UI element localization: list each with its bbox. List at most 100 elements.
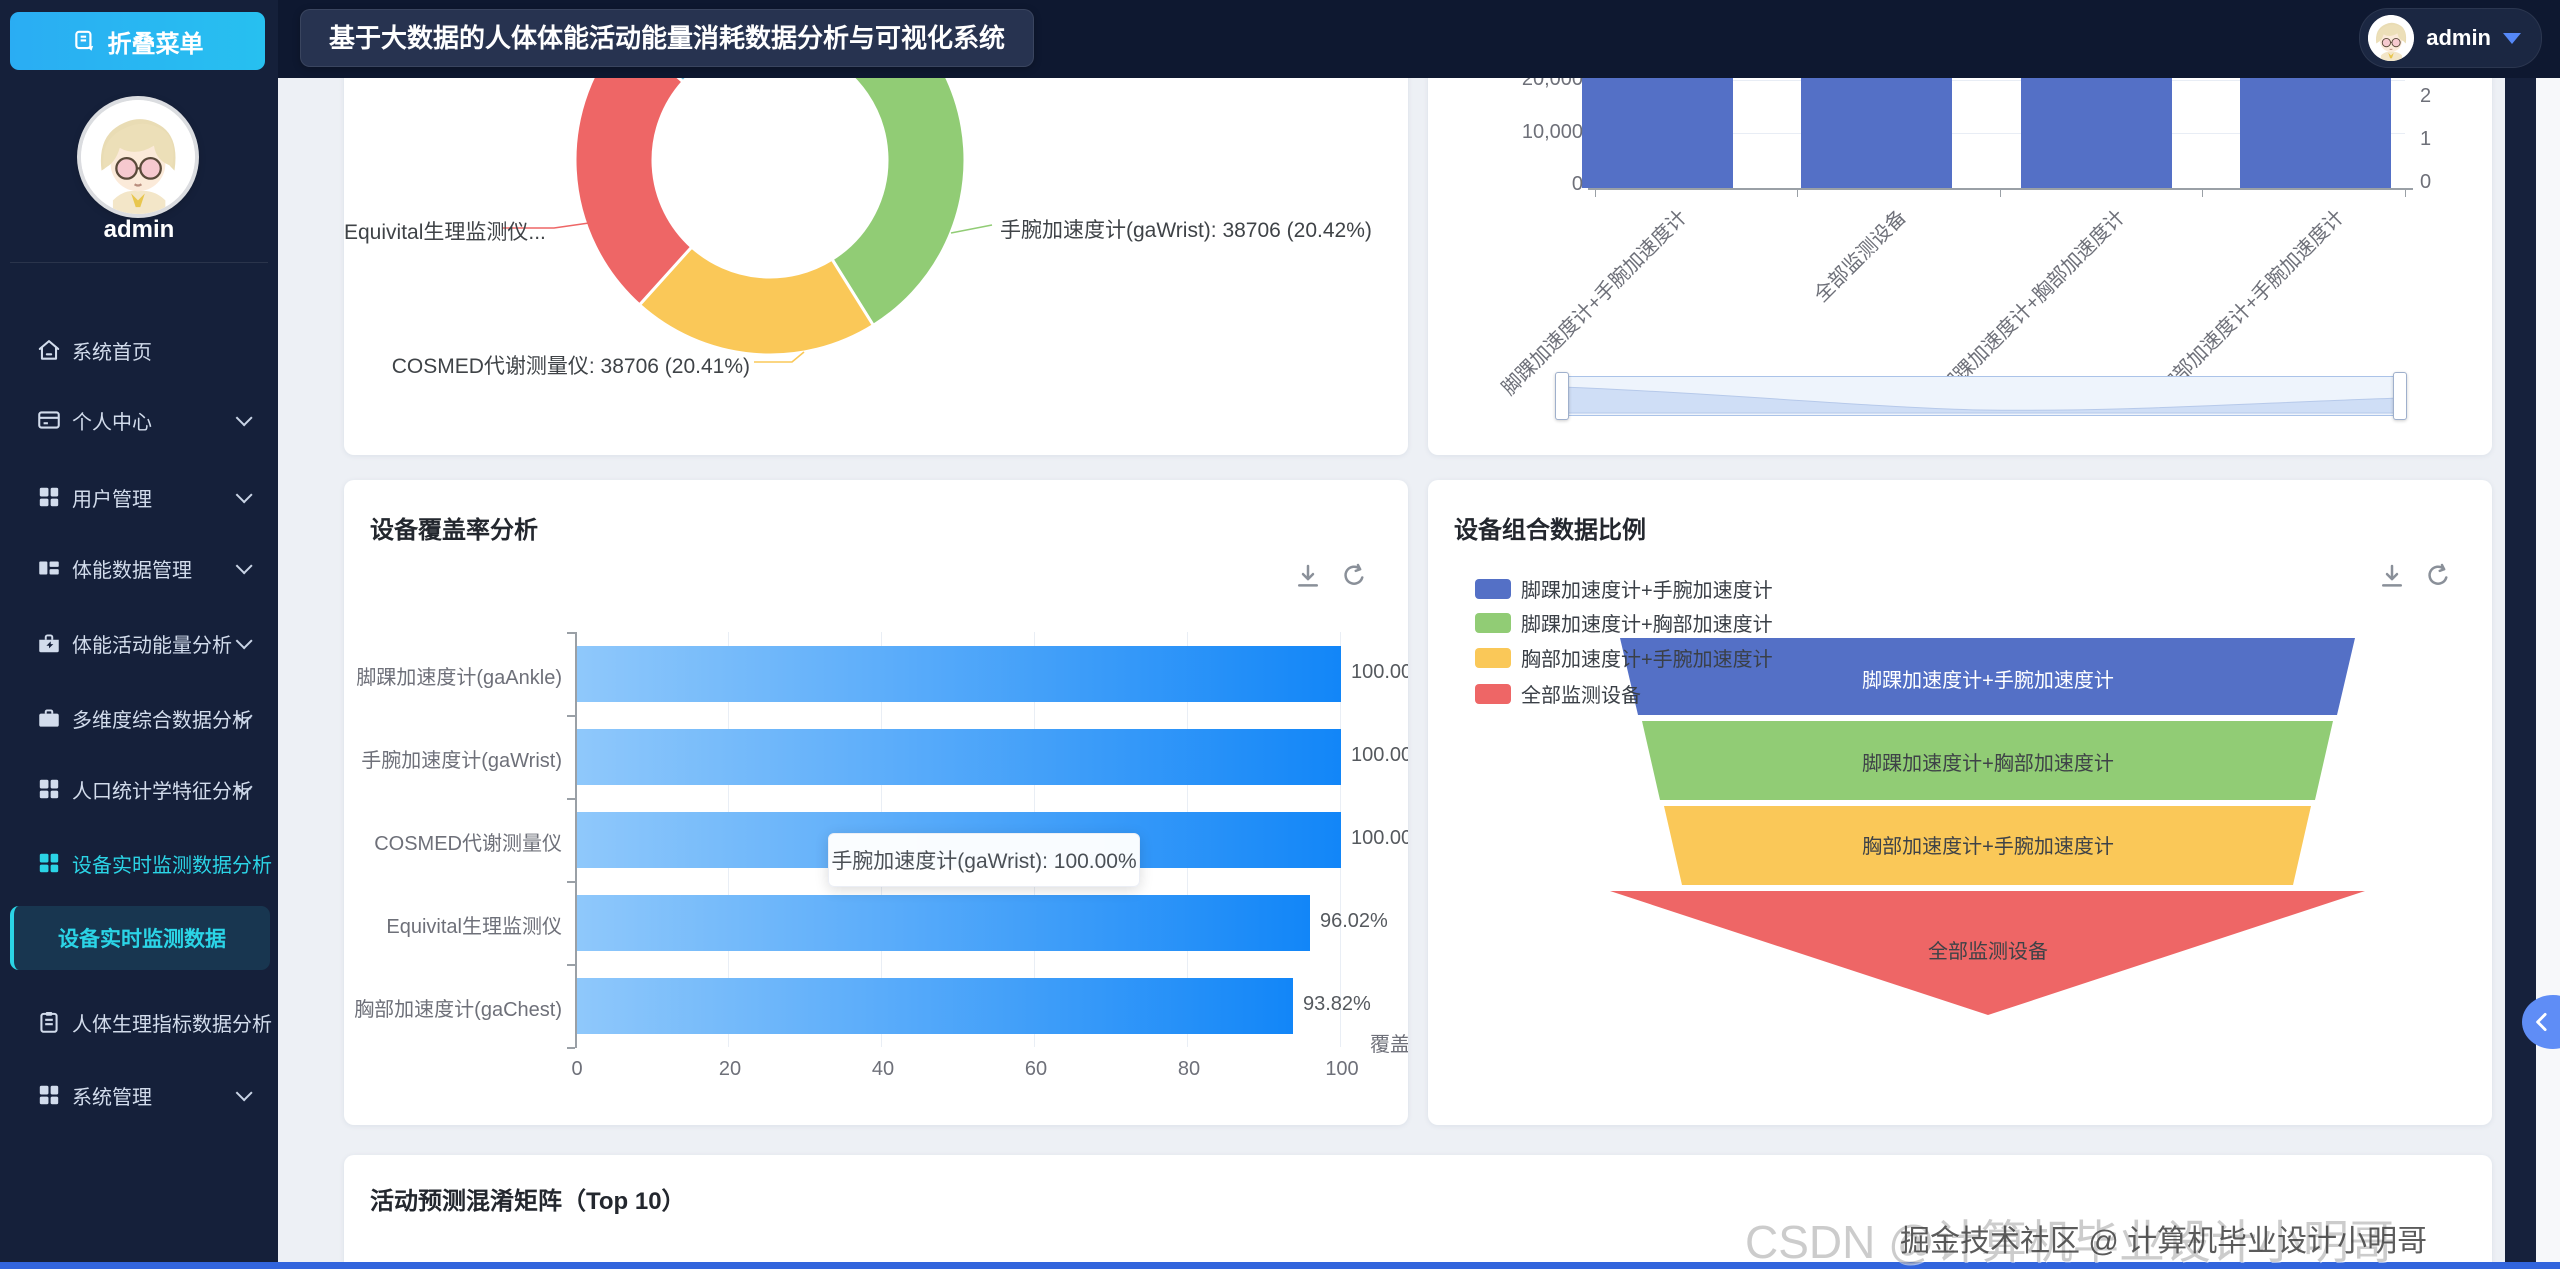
chevron-left-icon: [2536, 1013, 2547, 1031]
legend-swatch: [1475, 683, 1511, 704]
x-tick-label: 0: [571, 1058, 583, 1080]
legend-item-1[interactable]: 脚踝加速度计+手腕加速度计: [1475, 574, 1773, 603]
sidebar-item-label: 人体生理指标数据分析: [72, 1013, 272, 1036]
grid-icon: [36, 776, 62, 802]
sidebar-avatar: [81, 100, 195, 214]
donut-label-cosmed: COSMED代谢测量仪: 38706 (20.41%): [391, 355, 750, 378]
value-label: 93.82%: [1303, 992, 1371, 1015]
funnel-segment-1: [1620, 638, 2355, 715]
id-card-icon: [36, 407, 62, 433]
datazoom-wave: [1561, 386, 2401, 414]
sidebar-item-3[interactable]: 用户管理: [0, 469, 278, 525]
coverage-bar-4: [577, 894, 1310, 951]
right-axis-label: 0: [2420, 171, 2432, 193]
x-axis-label: 脚踝加速度计+手腕加速度计: [1497, 206, 1692, 400]
collapse-menu-label: 折叠菜单: [107, 30, 204, 58]
download-icon[interactable]: [1293, 561, 1323, 591]
sidebar-item-label: 用户管理: [72, 488, 152, 511]
coverage-bar-5: [577, 977, 1293, 1034]
sidebar-item-label: 多维度综合数据分析: [72, 709, 252, 732]
caret-down-icon: [2503, 32, 2521, 44]
donut-segment-3: [637, 244, 876, 357]
legend-item-2[interactable]: 脚踝加速度计+胸部加速度计: [1475, 608, 1773, 637]
card-title-coverage: 设备覆盖率分析: [370, 517, 538, 544]
value-label: 100.00%: [1351, 743, 1408, 766]
sidebar-item-9[interactable]: 人体生理指标数据分析: [0, 994, 278, 1050]
sidebar-item-1[interactable]: 系统首页: [0, 322, 278, 378]
energy-case-icon: [36, 630, 62, 656]
sidebar-item-label: 系统管理: [72, 1086, 152, 1109]
x-tick-label: 40: [871, 1058, 895, 1080]
x-tick-label: 60: [1024, 1058, 1048, 1080]
sidebar-item-8[interactable]: 设备实时监测数据分析: [0, 835, 278, 891]
coverage-bar-2: [577, 728, 1341, 785]
category-label: COSMED代谢测量仪: [374, 832, 562, 855]
sidebar-item-7[interactable]: 人口统计学特征分析: [0, 761, 278, 817]
funnel-segment-4: [1610, 891, 2365, 1015]
right-axis-label: 1: [2420, 128, 2432, 150]
sidebar-item-label: 设备实时监测数据分析: [72, 854, 272, 877]
collapse-menu-button[interactable]: 折叠菜单: [10, 12, 265, 70]
sidebar-subitem-device-realtime-data[interactable]: 设备实时监测数据: [10, 906, 270, 970]
card-title-funnel: 设备组合数据比例: [1454, 517, 1646, 544]
axis-tick: [1595, 190, 1596, 197]
sidebar-item-label: 个人中心: [72, 411, 152, 434]
sidebar-item-label: 体能活动能量分析: [72, 634, 232, 657]
legend-item-3[interactable]: 胸部加速度计+手腕加速度计: [1475, 643, 1773, 672]
axis-tick: [567, 881, 575, 883]
gridline: [1595, 133, 2405, 134]
download-icon[interactable]: [2377, 561, 2407, 591]
y-axis-label: 0: [1571, 173, 1583, 195]
sidebar-item-2[interactable]: 个人中心: [0, 392, 278, 448]
refresh-icon[interactable]: [1339, 561, 1369, 591]
user-avatar: [2368, 15, 2415, 61]
svg-text:全部监测设备: 全部监测设备: [1928, 940, 2048, 963]
datazoom-handle-left[interactable]: [1555, 372, 1569, 420]
card-confusion-matrix: 活动预测混淆矩阵（Top 10）: [344, 1155, 2492, 1269]
category-label: Equivital生理监测仪: [386, 915, 562, 938]
sidebar-divider: [10, 262, 268, 263]
chart-tooltip: 手腕加速度计(gaWrist): 100.00%: [828, 833, 1140, 887]
axis-tick: [2405, 190, 2406, 197]
chevron-down-icon: [235, 557, 253, 575]
sidebar-item-5[interactable]: 体能活动能量分析: [0, 615, 278, 671]
x-axis-line: [1588, 188, 2413, 190]
chevron-down-icon: [235, 409, 253, 427]
card-device-combo-funnel: 设备组合数据比例 脚踝加速度计+手腕加速度计 脚踝加速度计+胸部加速度计 胸部加速度…: [1428, 480, 2492, 1125]
sidebar-item-10[interactable]: 系统管理: [0, 1067, 278, 1123]
legend-swatch: [1475, 647, 1511, 668]
sidebar-item-6[interactable]: 多维度综合数据分析: [0, 690, 278, 746]
top-header: 基于大数据的人体体能活动能量消耗数据分析与可视化系统 admin: [278, 0, 2560, 78]
svg-text:胸部加速度计+手腕加速度计: 胸部加速度计+手腕加速度计: [1862, 835, 2114, 858]
legend-item-4[interactable]: 全部监测设备: [1475, 679, 1641, 708]
legend-label: 胸部加速度计+手腕加速度计: [1521, 649, 1773, 671]
datazoom-handle-right[interactable]: [2393, 372, 2407, 420]
fold-menu-icon: [72, 28, 98, 54]
datazoom-slider[interactable]: [1555, 372, 2407, 420]
axis-tick: [567, 1047, 575, 1049]
axis-tick: [567, 798, 575, 800]
funnel-chart: 脚踝加速度计+手腕加速度计脚踝加速度计+胸部加速度计胸部加速度计+手腕加速度计全…: [1610, 638, 2365, 1015]
sidebar-username: admin: [103, 216, 175, 243]
sidebar-item-4[interactable]: 体能数据管理: [0, 540, 278, 596]
axis-tick: [2202, 190, 2203, 197]
axis-tick: [567, 632, 575, 634]
refresh-icon[interactable]: [2423, 561, 2453, 591]
legend-swatch: [1475, 578, 1511, 599]
app-title: 基于大数据的人体体能活动能量消耗数据分析与可视化系统: [300, 9, 1035, 67]
grid-icon: [36, 850, 62, 876]
chevron-down-icon: [235, 632, 253, 650]
user-menu[interactable]: admin: [2359, 8, 2542, 68]
legend-label: 脚踝加速度计+手腕加速度计: [1521, 580, 1773, 602]
svg-text:脚踝加速度计+胸部加速度计: 脚踝加速度计+胸部加速度计: [1862, 752, 2114, 775]
value-label: 100.00%: [1351, 826, 1408, 849]
x-tick-label: 20: [718, 1058, 742, 1080]
sidebar-item-label: 体能数据管理: [72, 559, 192, 582]
x-axis-label: 胸部加速度计+手腕加速度计: [2154, 206, 2349, 400]
category-label: 胸部加速度计(gaChest): [354, 998, 562, 1021]
user-name: admin: [2426, 25, 2491, 50]
x-axis-name: 覆盖率: [1370, 1034, 1408, 1056]
x-axis-label: 全部监测设备: [1809, 206, 1911, 307]
legend-label: 全部监测设备: [1521, 685, 1641, 707]
